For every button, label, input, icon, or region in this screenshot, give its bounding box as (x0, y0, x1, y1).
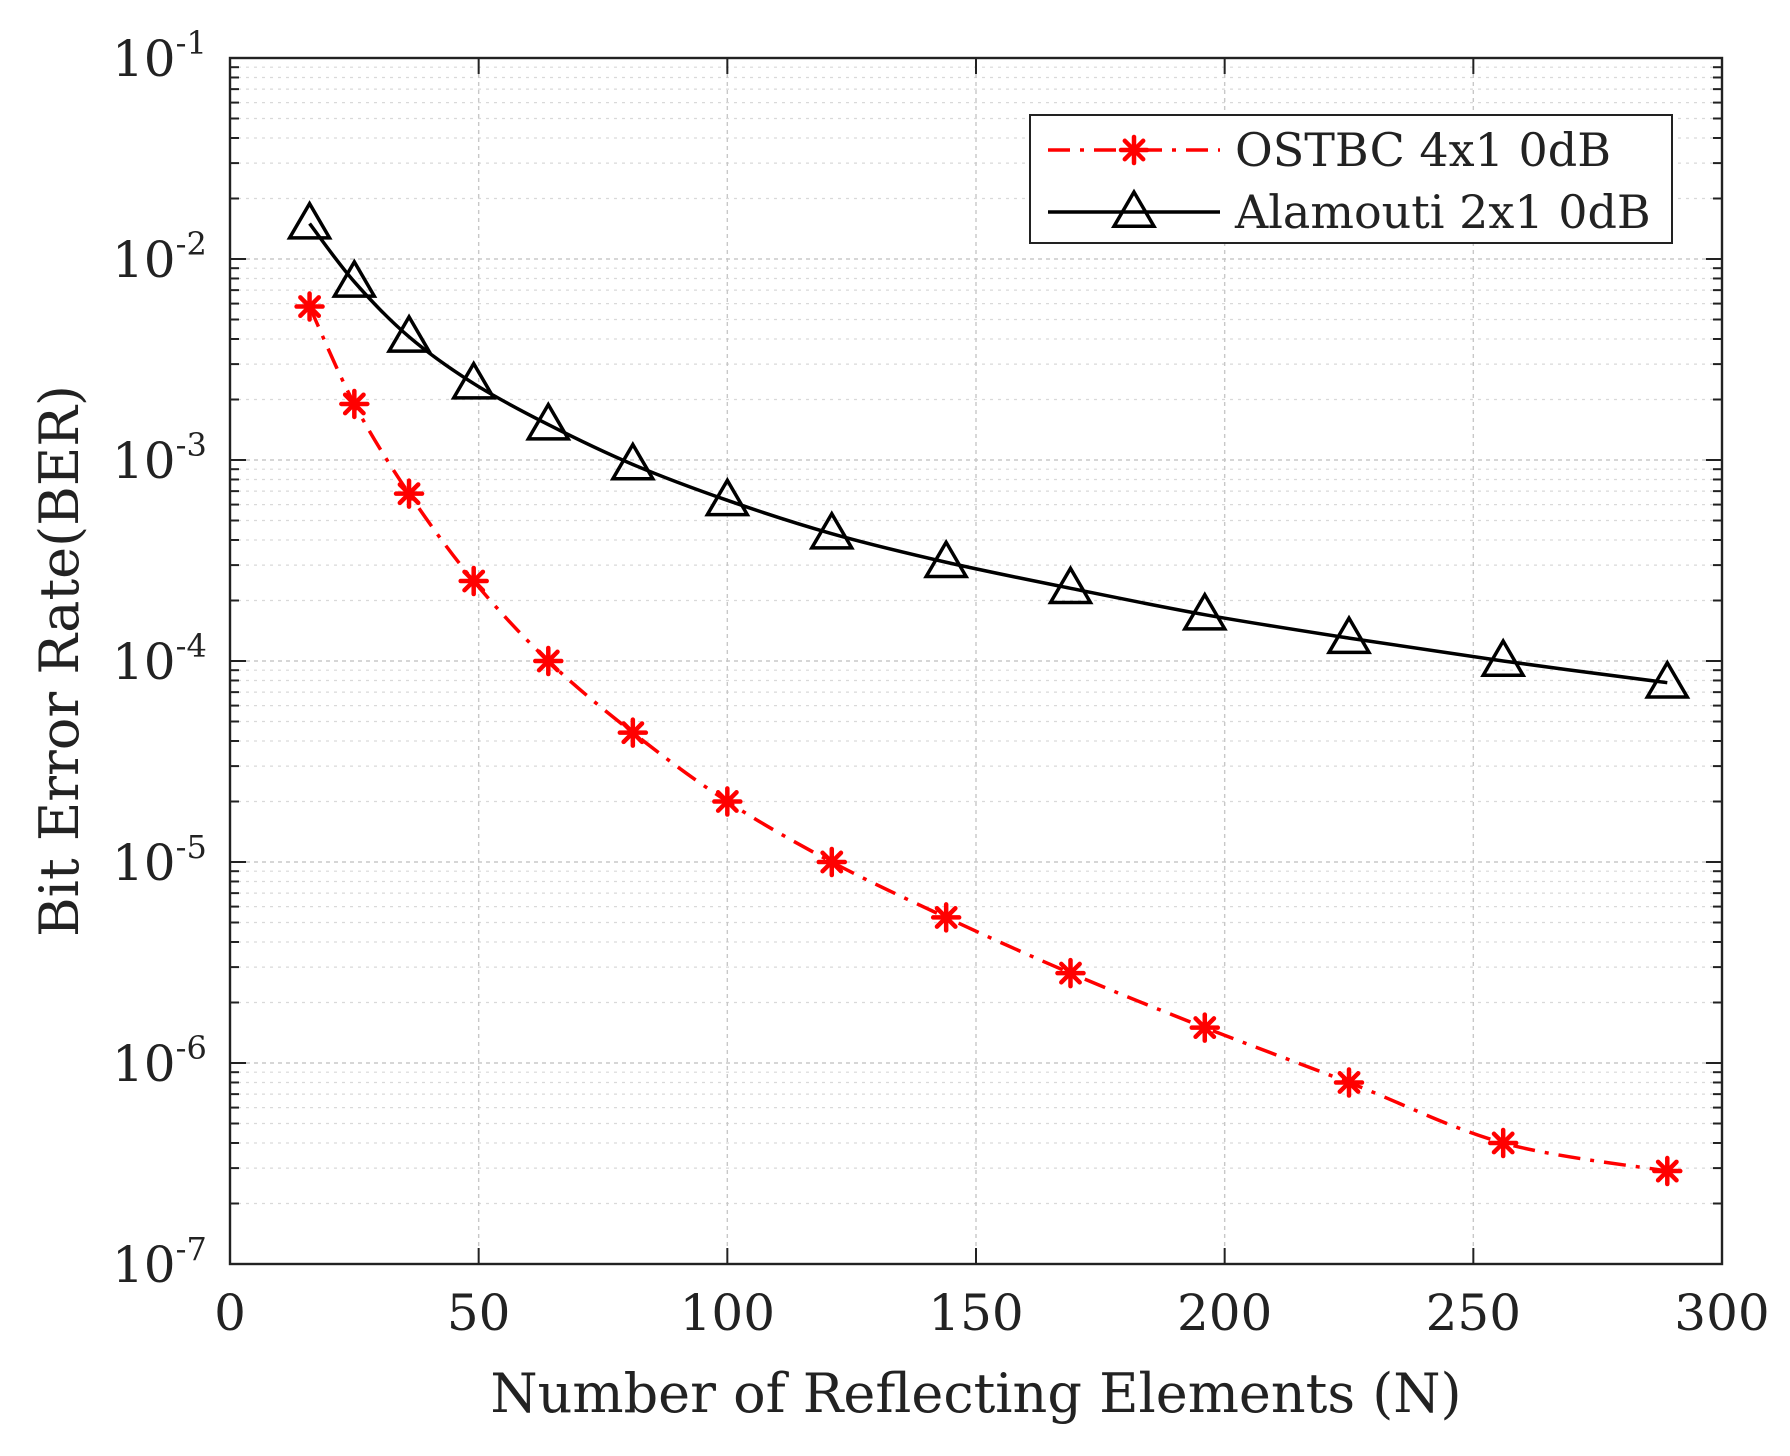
asterisk-stroke (397, 482, 421, 506)
y-tick-label: 10-4 (112, 627, 207, 691)
triangle-marker (808, 510, 855, 550)
series-line (308, 222, 1668, 685)
asterisk-stroke (934, 905, 958, 929)
x-tick-label: 250 (1426, 1284, 1521, 1342)
data-point-asterisk (393, 478, 425, 509)
triangle-marker (609, 441, 656, 481)
triangle-marker (1326, 614, 1372, 655)
legend-marker-asterisk (1118, 134, 1150, 166)
asterisk-stroke (1122, 138, 1146, 162)
grid (230, 58, 1722, 1264)
x-tick-label: 300 (1674, 1284, 1769, 1342)
data-point-asterisk (458, 565, 489, 597)
triangle-marker (1181, 591, 1228, 631)
x-axis-label: Number of Reflecting Elements (N) (490, 1362, 1461, 1425)
triangle-marker (1111, 188, 1157, 228)
data-point-asterisk (930, 902, 962, 933)
legend-label: Alamouti 2x1 0dB (1234, 185, 1651, 239)
y-tick-label: 10-7 (112, 1230, 207, 1294)
legend: OSTBC 4x1 0dB Alamouti 2x1 0dB (1029, 114, 1673, 244)
data-point-asterisk (617, 717, 649, 748)
asterisk-stroke (1193, 1016, 1217, 1040)
series-ostbc (294, 291, 1683, 1187)
asterisk-stroke (621, 721, 645, 745)
legend-entry: OSTBC 4x1 0dB (1048, 123, 1611, 177)
x-tick-label: 150 (928, 1284, 1023, 1342)
data-point-asterisk (533, 645, 564, 677)
triangle-marker (1480, 637, 1527, 677)
asterisk-stroke (462, 569, 486, 593)
y-tick-label: 10-6 (112, 1029, 207, 1093)
x-tick-label: 200 (1177, 1284, 1272, 1342)
asterisk-stroke (1491, 1131, 1515, 1155)
x-tick-label: 0 (214, 1284, 246, 1342)
x-tick-label: 50 (447, 1284, 511, 1342)
triangle-marker (1047, 564, 1094, 605)
legend-entry: Alamouti 2x1 0dB (1048, 185, 1651, 239)
triangle-marker (923, 538, 970, 579)
legend-label: OSTBC 4x1 0dB (1235, 123, 1611, 177)
x-tick-label: 100 (680, 1284, 775, 1342)
data-point-asterisk (816, 846, 848, 878)
series-line (307, 305, 1668, 1173)
ticks (229, 57, 1723, 1265)
data-point-asterisk (1055, 957, 1086, 989)
asterisk-stroke (1059, 961, 1082, 985)
triangle-marker (331, 258, 378, 298)
legend-entries: OSTBC 4x1 0dB Alamouti 2x1 0dB (1048, 123, 1651, 239)
data-point-asterisk (1189, 1012, 1221, 1043)
tick-labels: 10-7 10-6 10-5 10-4 10-3 10-2 10-1 0 50 100 150 200… (112, 24, 1770, 1342)
series-layer (286, 200, 1691, 1187)
asterisk-stroke (298, 295, 322, 318)
data-point-asterisk (1487, 1127, 1519, 1159)
asterisk-stroke (536, 649, 560, 673)
data-point-asterisk (1333, 1067, 1365, 1098)
asterisk-stroke (342, 392, 366, 416)
legend-box (1029, 114, 1673, 244)
data-point-asterisk (712, 786, 743, 817)
data-point-asterisk (339, 388, 370, 420)
data-point-asterisk (294, 291, 325, 322)
asterisk-stroke (1655, 1159, 1679, 1183)
triangle-marker (704, 476, 751, 517)
y-tick-label: 10-5 (112, 828, 207, 892)
series-alamouti (286, 200, 1691, 699)
y-tick-label: 10-2 (112, 225, 207, 289)
triangle-marker (286, 200, 333, 240)
y-axis-label: Bit Error Rate(BER) (28, 385, 91, 937)
asterisk-stroke (715, 790, 739, 813)
asterisk-stroke (820, 850, 844, 874)
y-tick-label: 10-3 (112, 426, 207, 490)
asterisk-stroke (1337, 1071, 1361, 1094)
triangle-marker (450, 360, 497, 400)
data-point-asterisk (1652, 1155, 1683, 1187)
triangle-marker (386, 313, 433, 353)
triangle-marker (525, 401, 572, 441)
triangle-marker (1644, 659, 1691, 699)
y-tick-label: 10-1 (112, 24, 207, 88)
